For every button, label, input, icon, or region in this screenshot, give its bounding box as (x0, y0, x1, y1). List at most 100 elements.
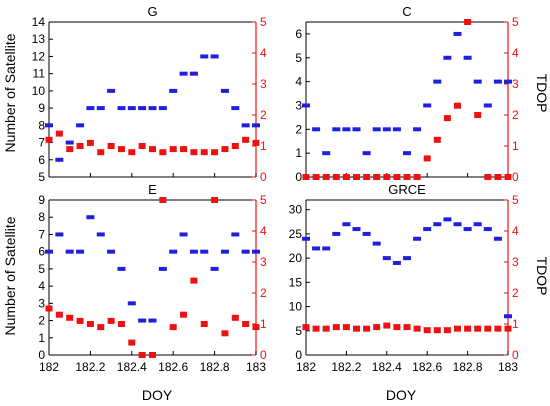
tdop-point (474, 112, 482, 118)
tdop-point (221, 330, 229, 337)
satellite-point (302, 103, 310, 108)
satellite-point (504, 79, 512, 84)
x-tick-label: 183 (498, 360, 518, 374)
tdop-point (138, 143, 146, 149)
satellite-point (372, 241, 381, 246)
right-tick-label: 1 (512, 317, 519, 331)
satellite-point (189, 71, 198, 76)
left-tick-label: 4 (295, 75, 302, 89)
tdop-point (200, 149, 208, 156)
tdop-point (413, 174, 421, 180)
left-ylabel-top: Number of Satellite (2, 33, 18, 152)
tdop-point (383, 174, 391, 180)
left-tick-label: 1 (38, 331, 45, 345)
satellite-point (443, 217, 452, 222)
satellite-point (433, 222, 442, 227)
satellite-point (241, 123, 250, 128)
satellite-point (45, 123, 53, 128)
satellite-point (127, 106, 136, 111)
satellite-point (76, 249, 85, 254)
satellite-point (312, 127, 321, 132)
x-tick-label: 182 (39, 360, 59, 374)
satellite-point (362, 231, 371, 236)
tdop-point (443, 327, 451, 334)
tdop-point (221, 146, 229, 153)
tdop-point (211, 197, 219, 203)
satellite-point (493, 236, 502, 241)
satellite-point (392, 127, 401, 132)
satellite-point (483, 103, 492, 108)
tdop-point (484, 325, 492, 332)
tdop-point (494, 174, 502, 180)
left-tick-label: 2 (295, 122, 302, 136)
tdop-point (117, 146, 125, 153)
tdop-point (159, 149, 167, 156)
right-tick-label: 2 (512, 108, 519, 122)
tdop-point (97, 324, 105, 331)
panel-c: 0 1 2 3 4 5 6 0 1 2 3 4 5 C (295, 4, 519, 184)
satellite-point (322, 246, 331, 251)
tdop-point (117, 321, 125, 327)
satellite-point (423, 103, 432, 108)
left-tick-label: 5 (38, 170, 45, 184)
satellite-point (443, 55, 452, 60)
satellite-point (200, 249, 209, 254)
satellite-point (148, 318, 157, 323)
x-tick-label: 182.8 (200, 360, 230, 374)
satellite-point (220, 249, 229, 254)
satellite-point (332, 127, 341, 132)
left-tick-label: 10 (289, 300, 303, 314)
right-tick-label: 0 (512, 170, 519, 184)
left-tick-label: 6 (38, 245, 45, 259)
satellite-point (179, 232, 188, 237)
tdop-point (342, 174, 350, 180)
satellite-point (107, 249, 116, 254)
tdop-point (423, 155, 431, 162)
left-tick-label: 20 (289, 251, 303, 265)
tdop-point (403, 174, 411, 180)
satellite-point (423, 227, 432, 232)
left-tick-label: 5 (295, 51, 302, 65)
right-tick-label: 3 (260, 77, 267, 91)
right-tick-label: 5 (512, 15, 519, 29)
satellite-point (241, 249, 250, 254)
tdop-point (242, 321, 250, 327)
satellite-point (138, 318, 147, 323)
left-tick-label: 30 (289, 203, 303, 217)
panel-e: 0 1 2 3 4 5 6 7 8 9 0 1 2 3 4 5 182 182.2 182.4 182.6 182.8 1… (38, 182, 267, 374)
satellite-point (433, 79, 442, 84)
x-tick-label: 182.6 (158, 360, 188, 374)
satellite-point (453, 222, 462, 227)
satellite-point (483, 227, 492, 232)
satellite-point (169, 88, 178, 93)
tdop-point (138, 352, 146, 358)
left-tick-label: 0 (38, 348, 45, 362)
satellite-point (65, 249, 74, 254)
tdop-point (107, 143, 115, 149)
tdop-point (190, 149, 198, 156)
tdop-point (504, 325, 512, 332)
right-tick-label: 2 (512, 286, 519, 300)
tdop-point (66, 146, 74, 153)
left-tick-label: 8 (38, 210, 45, 224)
tdop-point (454, 102, 461, 109)
satellite-point (45, 249, 53, 254)
tdop-point (363, 174, 371, 180)
right-tick-label: 0 (260, 170, 267, 184)
left-tick-label: 5 (38, 262, 45, 276)
left-tick-label: 14 (32, 15, 46, 29)
tdop-point (66, 314, 74, 321)
right-tick-label: 5 (512, 193, 519, 207)
tdop-point (190, 277, 198, 284)
satellite-point (169, 249, 178, 254)
x-tick-label: 182.8 (453, 360, 483, 374)
left-tick-label: 4 (38, 279, 45, 293)
panel-title: E (148, 182, 157, 197)
left-tick-label: 3 (295, 98, 302, 112)
satellite-point (96, 106, 105, 111)
satellite-point (158, 106, 167, 111)
left-tick-label: 9 (38, 101, 45, 115)
xlabel-right: DOY (386, 387, 417, 403)
satellite-point (189, 249, 198, 254)
satellite-point (96, 232, 105, 237)
